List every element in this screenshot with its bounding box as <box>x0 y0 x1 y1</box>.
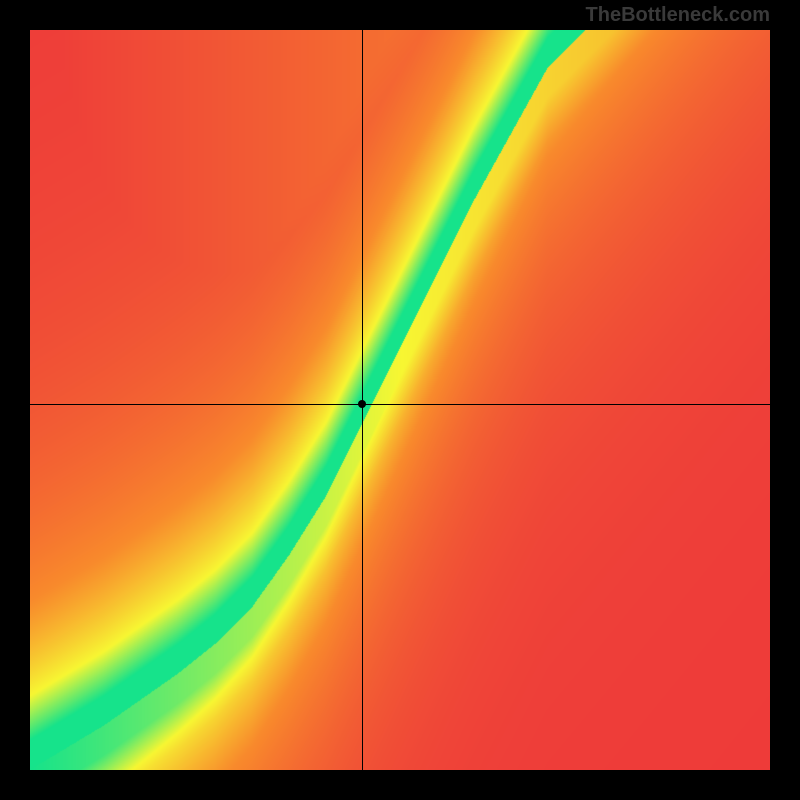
chart-container: TheBottleneck.com <box>0 0 800 800</box>
watermark-text: TheBottleneck.com <box>586 4 770 27</box>
plot-area <box>30 30 770 770</box>
bottleneck-heatmap <box>30 30 770 770</box>
crosshair-horizontal <box>30 404 770 405</box>
selection-marker <box>358 400 366 408</box>
